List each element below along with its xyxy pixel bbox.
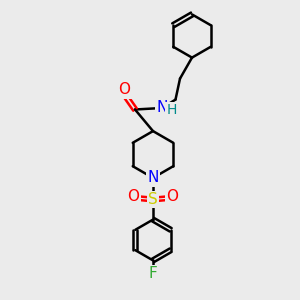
Text: H: H [167,103,177,117]
Text: S: S [148,192,158,207]
Text: N: N [147,170,159,185]
Text: O: O [167,189,178,204]
Text: F: F [148,266,158,281]
Text: N: N [156,100,168,116]
Text: O: O [128,189,140,204]
Text: O: O [118,82,130,98]
